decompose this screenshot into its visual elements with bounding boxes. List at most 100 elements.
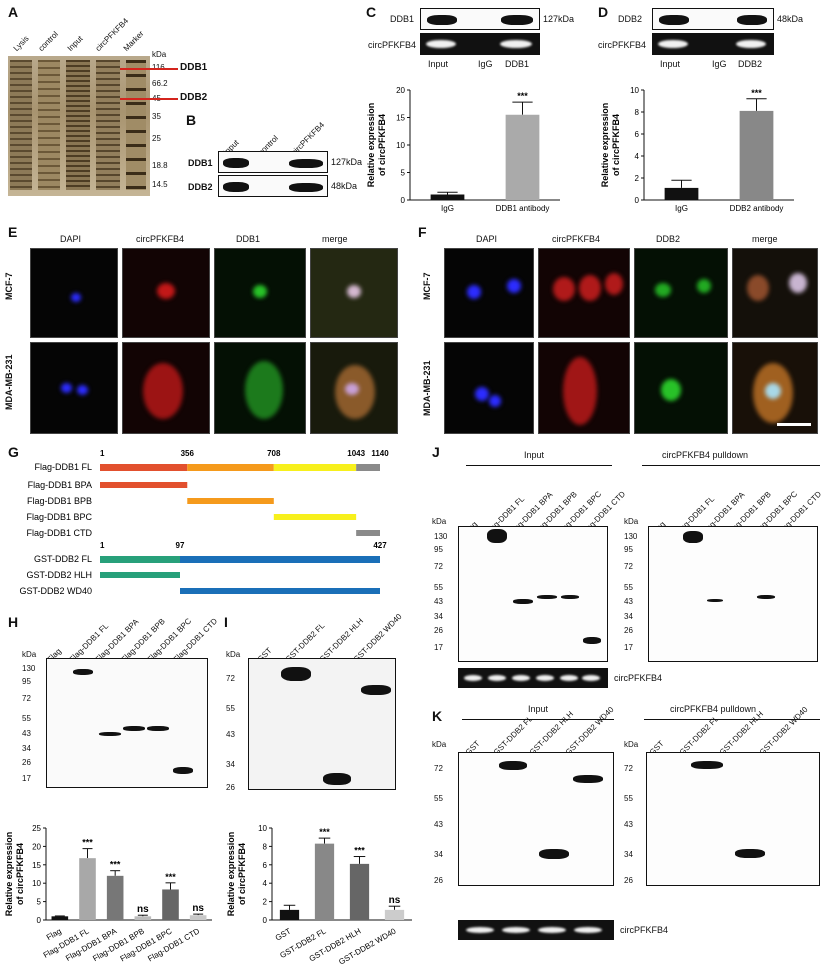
y-tick-label: 6 bbox=[263, 861, 268, 870]
construct-label: Flag-DDB1 CTD bbox=[26, 528, 92, 538]
panel-label-j: J bbox=[432, 444, 440, 460]
chart-c: 0 5 10 15 20 IgG *** DDB1 antibody Relative expr… bbox=[366, 86, 560, 213]
domain-segment bbox=[180, 556, 380, 563]
western-blot-pulldown bbox=[648, 526, 818, 662]
y-tick-label: 0 bbox=[401, 196, 406, 205]
if-image-dapi bbox=[30, 342, 118, 434]
construct-label: Flag-DDB1 FL bbox=[34, 462, 92, 472]
marker-label: 95 bbox=[22, 677, 31, 686]
residue-label: 356 bbox=[181, 449, 195, 458]
x-tick-label: IgG bbox=[441, 204, 454, 213]
domain-segment bbox=[100, 572, 180, 578]
marker-label: 34 bbox=[22, 744, 31, 753]
x-tick-label: DDB1 antibody bbox=[496, 204, 550, 213]
marker-label: 17 bbox=[22, 774, 31, 783]
blot-title: Input bbox=[528, 704, 549, 714]
if-image-circpfkfb4 bbox=[122, 342, 210, 434]
residue-label: 1140 bbox=[371, 449, 389, 458]
western-blot-ddb2 bbox=[218, 175, 328, 197]
marker-label: 35 bbox=[152, 112, 161, 121]
divider bbox=[466, 465, 612, 466]
bar bbox=[134, 916, 152, 920]
x-tick-label: GST bbox=[274, 926, 293, 942]
marker-label: 43 bbox=[434, 597, 443, 606]
marker-label: 43 bbox=[624, 597, 633, 606]
residue-label: 708 bbox=[267, 449, 281, 458]
panel-label-c: C bbox=[366, 4, 377, 20]
marker-label: 66.2 bbox=[152, 79, 168, 88]
significance-label: ns bbox=[192, 903, 204, 914]
y-tick-label: 2 bbox=[635, 174, 640, 183]
marker-label: 95 bbox=[624, 545, 633, 554]
panel-label-k: K bbox=[432, 708, 443, 724]
lane-label: DDB2 bbox=[738, 59, 763, 69]
marker-label: 130 bbox=[22, 664, 36, 673]
arrow-label-ddb1: DDB1 bbox=[180, 62, 208, 73]
western-blot-ddb1 bbox=[218, 151, 328, 173]
bar bbox=[279, 909, 300, 920]
marker-label: 26 bbox=[434, 626, 443, 635]
residue-label: 97 bbox=[176, 541, 185, 550]
marker-label: 72 bbox=[22, 694, 31, 703]
if-image-merge bbox=[732, 248, 818, 338]
column-label: circPFKFB4 bbox=[136, 234, 185, 244]
blot-title: circPFKFB4 pulldown bbox=[670, 704, 757, 714]
if-image-ddb2 bbox=[634, 342, 728, 434]
western-blot-ddb1 bbox=[420, 8, 540, 30]
marker-label: 26 bbox=[22, 758, 31, 767]
size-label: 48kDa bbox=[331, 181, 358, 191]
lane-label: Input bbox=[660, 59, 681, 69]
marker-label: 26 bbox=[226, 783, 235, 792]
y-tick-label: 8 bbox=[263, 842, 268, 851]
blot-title: circPFKFB4 pulldown bbox=[662, 450, 749, 460]
row-label: DDB1 bbox=[390, 14, 415, 24]
bar bbox=[79, 858, 96, 920]
size-label: 48kDa bbox=[777, 14, 804, 24]
panel-label-e: E bbox=[8, 224, 18, 240]
marker-label: 55 bbox=[434, 794, 443, 803]
domain-segment bbox=[356, 464, 380, 471]
marker-label: 18.8 bbox=[152, 161, 168, 170]
row-label: MCF-7 bbox=[4, 272, 14, 301]
construct-label: Flag-DDB1 BPC bbox=[26, 512, 92, 522]
marker-label: 72 bbox=[434, 764, 443, 773]
lane-label: control bbox=[36, 29, 60, 53]
row-label: DDB2 bbox=[188, 182, 213, 192]
domain-segment bbox=[100, 556, 180, 563]
y-tick-label: 0 bbox=[37, 916, 42, 925]
y-tick-label: 25 bbox=[32, 824, 41, 833]
domain-segment bbox=[356, 530, 380, 536]
marker-label: 55 bbox=[434, 583, 443, 592]
marker-label: 95 bbox=[434, 545, 443, 554]
construct-label: GST-DDB2 FL bbox=[34, 554, 92, 564]
y-tick-label: 5 bbox=[37, 898, 42, 907]
marker-label: 17 bbox=[434, 643, 443, 652]
significance-label: *** bbox=[517, 91, 528, 101]
marker-label: 34 bbox=[624, 612, 633, 621]
if-image-circpfkfb4 bbox=[122, 248, 210, 338]
significance-label: *** bbox=[110, 860, 121, 870]
column-label: DDB1 bbox=[236, 234, 261, 244]
significance-label: *** bbox=[165, 872, 176, 882]
row-label: circPFKFB4 bbox=[598, 40, 647, 50]
lane-label: IgG bbox=[478, 59, 493, 69]
marker-label: 17 bbox=[624, 643, 633, 652]
domain-segment bbox=[273, 464, 357, 471]
column-label: DDB2 bbox=[656, 234, 681, 244]
panel-label-d: D bbox=[598, 4, 609, 20]
marker-label: 72 bbox=[434, 562, 443, 571]
domain-segment bbox=[180, 588, 380, 594]
marker-label: 26 bbox=[624, 626, 633, 635]
bar bbox=[739, 110, 774, 200]
lane-label: IgG bbox=[712, 59, 727, 69]
arrow-label-ddb2: DDB2 bbox=[180, 92, 208, 103]
y-tick-label: 6 bbox=[635, 130, 640, 139]
if-image-merge bbox=[310, 342, 398, 434]
panel-label-g: G bbox=[8, 444, 19, 460]
arrow-ddb2 bbox=[120, 98, 178, 100]
y-tick-label: 15 bbox=[32, 861, 41, 870]
bar bbox=[189, 915, 207, 920]
bar bbox=[314, 843, 335, 920]
western-blot-input bbox=[458, 752, 614, 886]
if-image-circpfkfb4 bbox=[538, 248, 630, 338]
